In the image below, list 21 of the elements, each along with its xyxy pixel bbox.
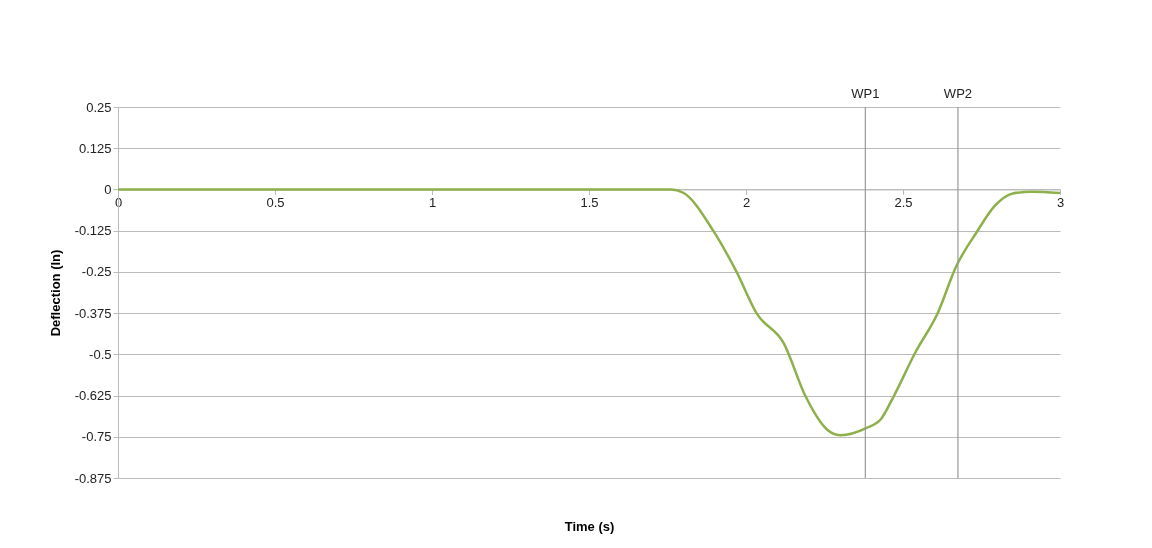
line-series — [116, 188, 1062, 437]
y-tick-label: 0.125 — [78, 140, 112, 156]
ref-line-label: WP1 — [851, 86, 880, 101]
y-tick-label: -0.875 — [74, 470, 112, 486]
y-tick-label: 0.25 — [86, 99, 112, 115]
y-tick-label: -0.25 — [81, 264, 112, 280]
x-tick-label: 0.5 — [266, 194, 285, 210]
y-tick-label: 0 — [104, 181, 112, 197]
x-tick-label: 2.5 — [894, 194, 913, 210]
y-tick-label: -0.5 — [89, 346, 112, 362]
y-tick-label: -0.625 — [74, 388, 112, 404]
y-tick-label: -0.125 — [74, 223, 112, 239]
x-axis-title: Time (s) — [564, 518, 615, 534]
y-axis-title: Deflection (In) — [47, 249, 63, 337]
x-tick-label: 1.5 — [580, 194, 599, 210]
x-tick-label: 1 — [428, 194, 437, 210]
ref-line-label: WP2 — [943, 86, 973, 101]
x-tick-label: 2 — [742, 194, 751, 210]
x-tick-label: 3 — [1056, 194, 1065, 210]
y-tick-label: -0.75 — [81, 429, 112, 445]
y-tick-label: -0.375 — [74, 305, 112, 321]
